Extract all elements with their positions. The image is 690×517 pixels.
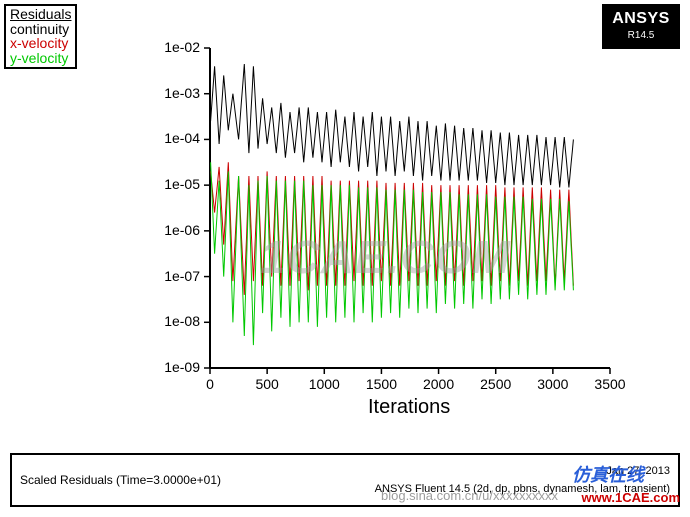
x-tick-label: 1000 — [309, 376, 340, 392]
legend-header: Residuals — [10, 7, 71, 22]
logo-name: ANSYS — [602, 10, 680, 28]
footer-left: Scaled Residuals (Time=3.0000e+01) — [20, 473, 221, 487]
x-tick-label: 2000 — [423, 376, 454, 392]
y-tick-label: 1e-05 — [150, 176, 200, 192]
y-tick-label: 1e-04 — [150, 130, 200, 146]
x-tick-label: 1500 — [366, 376, 397, 392]
ansys-logo: ANSYS R14.5 — [602, 4, 680, 49]
y-tick-label: 1e-06 — [150, 222, 200, 238]
y-tick-label: 1e-07 — [150, 268, 200, 284]
y-tick-label: 1e-02 — [150, 39, 200, 55]
onecae-watermark: www.1CAE.com — [582, 490, 680, 505]
x-tick-label: 3500 — [594, 376, 625, 392]
legend-item: continuity — [10, 22, 71, 37]
residuals-chart — [0, 0, 690, 440]
blog-watermark: blog.sina.com.cn/u/xxxxxxxxxx — [381, 488, 558, 503]
plot-region: 1e-09 1e-08 1e-07 1e-06 1e-05 1e-04 1e-03 1e-02… — [0, 0, 690, 517]
legend-item: x-velocity — [10, 36, 71, 51]
cn-watermark: 仿真在线 — [572, 461, 644, 487]
x-tick-label: 0 — [206, 376, 214, 392]
x-axis-title: Iterations — [368, 396, 450, 419]
y-tick-label: 1e-09 — [150, 359, 200, 375]
x-tick-label: 500 — [255, 376, 278, 392]
x-tick-label: 3000 — [537, 376, 568, 392]
legend: Residuals continuity x-velocity y-veloci… — [4, 4, 77, 69]
logo-version: R14.5 — [602, 30, 680, 41]
y-tick-label: 1e-03 — [150, 85, 200, 101]
x-tick-label: 2500 — [480, 376, 511, 392]
y-tick-label: 1e-08 — [150, 313, 200, 329]
legend-item: y-velocity — [10, 51, 71, 66]
